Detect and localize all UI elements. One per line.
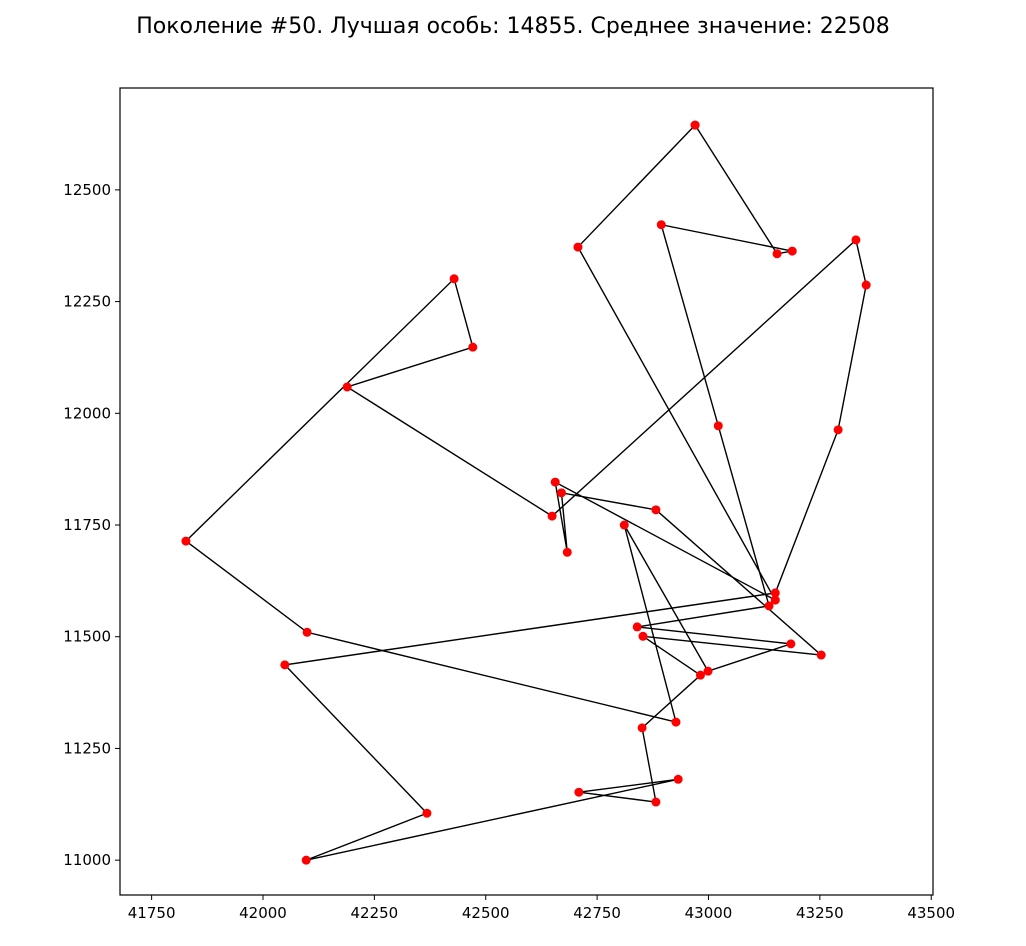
y-tick-label: 12500 <box>63 181 111 199</box>
city-point <box>181 536 191 546</box>
city-point <box>550 477 560 487</box>
city-point <box>449 274 459 284</box>
city-point <box>422 808 432 818</box>
x-tick-label: 42500 <box>462 904 510 922</box>
city-point <box>547 511 557 521</box>
city-point <box>786 639 796 649</box>
city-point <box>562 547 572 557</box>
y-tick-label: 12250 <box>63 293 111 311</box>
city-point <box>637 723 647 733</box>
x-tick-label: 42000 <box>239 904 287 922</box>
city-point <box>638 631 648 641</box>
city-point <box>703 666 713 676</box>
y-tick-label: 11000 <box>63 851 111 869</box>
city-point <box>651 505 661 515</box>
y-tick-label: 11750 <box>63 516 111 534</box>
city-point <box>851 235 861 245</box>
city-point <box>656 220 666 230</box>
city-point <box>713 421 723 431</box>
city-point <box>671 717 681 727</box>
city-point <box>764 601 774 611</box>
city-point <box>574 787 584 797</box>
city-point <box>651 797 661 807</box>
plot-frame <box>119 87 934 896</box>
city-point <box>301 855 311 865</box>
city-point <box>632 622 642 632</box>
city-point <box>573 242 583 252</box>
city-point <box>861 280 871 290</box>
city-point <box>280 660 290 670</box>
city-point <box>770 595 780 605</box>
city-point <box>833 425 843 435</box>
city-point <box>673 774 683 784</box>
y-tick-label: 12000 <box>63 404 111 422</box>
x-tick-label: 41750 <box>128 904 176 922</box>
city-point <box>556 488 566 498</box>
y-tick-label: 11250 <box>63 739 111 757</box>
x-tick-label: 43250 <box>796 904 844 922</box>
city-point <box>468 342 478 352</box>
city-point <box>772 249 782 259</box>
city-point <box>619 520 629 530</box>
x-tick-label: 42750 <box>573 904 621 922</box>
city-point <box>302 627 312 637</box>
x-tick-label: 43000 <box>685 904 733 922</box>
route-line <box>184 124 867 861</box>
y-tick-label: 11500 <box>63 628 111 646</box>
city-point <box>695 670 705 680</box>
city-point <box>690 120 700 130</box>
city-point <box>787 246 797 256</box>
chart-title: Поколение #50. Лучшая особь: 14855. Сред… <box>136 14 890 39</box>
city-point <box>770 588 780 598</box>
city-point <box>816 650 826 660</box>
x-tick-label: 43500 <box>907 904 955 922</box>
x-tick-label: 42250 <box>351 904 399 922</box>
city-point <box>342 382 352 392</box>
